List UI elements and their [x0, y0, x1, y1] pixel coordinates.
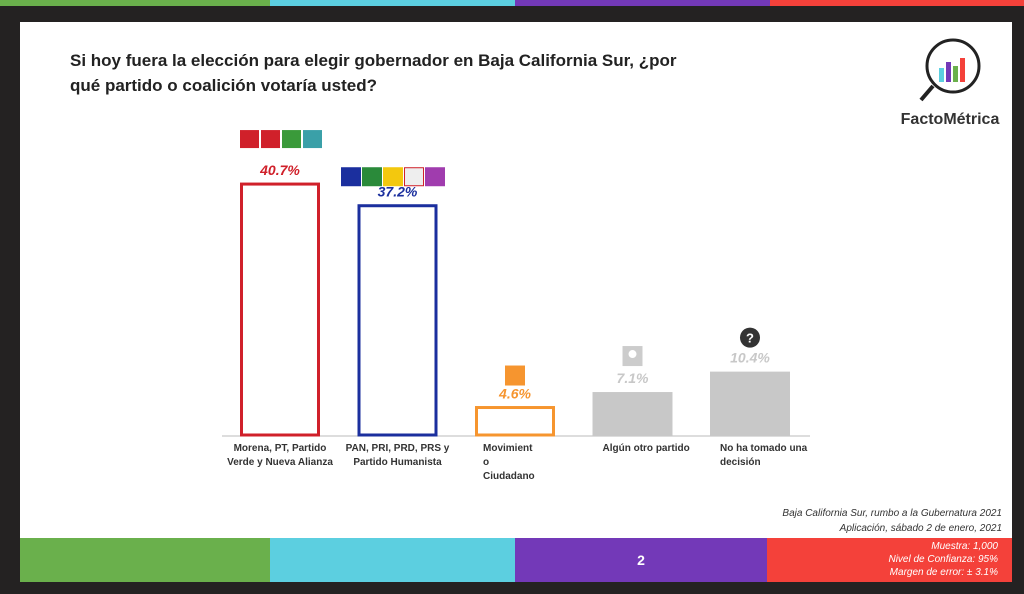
- party-logo-icon: [425, 167, 445, 187]
- top-stripe-cyan: [270, 0, 515, 6]
- question-icon: [740, 327, 760, 348]
- party-logo-icon: [404, 167, 424, 187]
- party-logo-icon: [341, 167, 361, 187]
- bar-chart: 40.7% Morena, PT, Partido Verde y Nueva Al…: [222, 130, 810, 482]
- sample-size: Muestra: 1,000: [931, 541, 998, 552]
- data-label: 37.2%: [378, 184, 418, 200]
- footer-green: [20, 538, 270, 582]
- source-line-1: Baja California Sur, rumbo a la Gubernat…: [782, 508, 1002, 519]
- top-stripe-red: [770, 0, 1024, 6]
- data-label: 4.6%: [498, 386, 531, 402]
- party-logo-icon: [261, 130, 280, 149]
- data-label: 7.1%: [617, 370, 649, 386]
- party-logo-icon: [362, 167, 382, 187]
- person-icon-head: [628, 350, 637, 359]
- category-label: Movimient o Ciudadano: [483, 443, 535, 482]
- bar: [710, 371, 790, 436]
- bar: [240, 182, 320, 437]
- top-stripe-green: [0, 0, 270, 6]
- question-icon-glyph: ?: [746, 331, 754, 346]
- slide: Si hoy fuera la elección para elegir gob…: [20, 22, 1012, 538]
- party-logo-icon: [282, 130, 301, 149]
- bar: [475, 406, 555, 437]
- party-logo-icon: [303, 130, 322, 149]
- magnifier-chart-icon: [919, 38, 981, 102]
- category-label: PAN, PRI, PRD, PRS y Partido Humanista: [346, 443, 450, 468]
- category-label: Algún otro partido: [603, 443, 690, 454]
- brand-name: FactoMétrica: [900, 111, 1000, 128]
- chart-title: Si hoy fuera la elección para elegir gob…: [70, 51, 677, 95]
- data-label: 10.4%: [730, 350, 770, 366]
- page-number: 2: [515, 538, 767, 582]
- top-stripe-purple: [515, 0, 770, 6]
- party-logo-icon: [383, 167, 403, 187]
- footer-cyan: [270, 538, 515, 582]
- data-label: 40.7%: [259, 162, 300, 178]
- bar: [357, 204, 438, 437]
- logo: FactoMétrica: [900, 34, 1000, 129]
- margin-of-error: Margen de error: ± 3.1%: [889, 567, 998, 578]
- confidence-level: Nivel de Confianza: 95%: [888, 554, 998, 565]
- survey-meta: Muestra: 1,000 Nivel de Confianza: 95% M…: [767, 538, 1012, 582]
- bar: [592, 392, 673, 436]
- party-logo-mc-icon: [505, 365, 525, 386]
- category-label: No ha tomado una decisión: [720, 443, 808, 468]
- category-label: Morena, PT, Partido Verde y Nueva Alianza: [227, 443, 333, 468]
- party-logo-icon: [240, 130, 259, 149]
- source-line-2: Aplicación, sábado 2 de enero, 2021: [839, 523, 1002, 534]
